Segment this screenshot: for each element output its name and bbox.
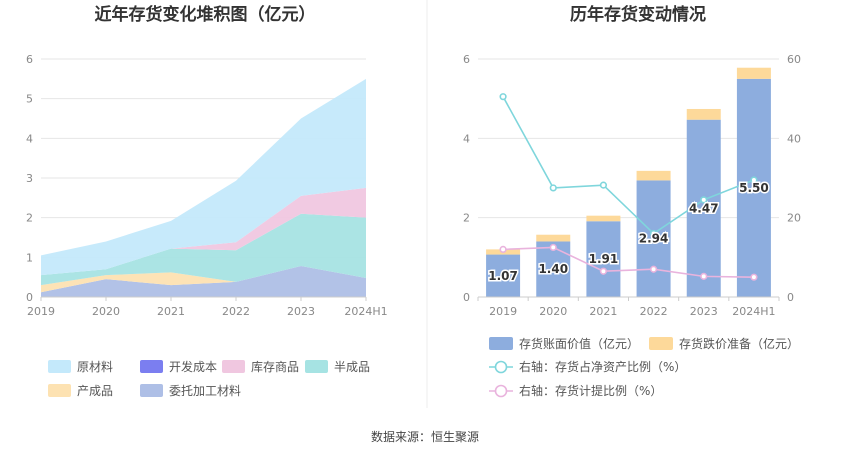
line-point-右轴：存货计提比例（%） [599,267,608,275]
left-legend-swatch [305,360,328,373]
bar-存货账面价值（亿元） [586,221,621,297]
right-x-tick-label: 2019 [489,305,517,318]
right-chart-title: 历年存货变动情况 [570,4,706,25]
area-series-委托加工材料 [41,266,366,297]
right-legend-label: 右轴：存货占净资产比例（%） [519,359,686,374]
right-legend-swatch [649,337,673,350]
line-point-右轴：存货计提比例（%） [700,272,708,280]
left-y-tick-label: 0 [26,291,33,304]
line-point-右轴：存货计提比例（%） [750,273,758,281]
left-y-tick-label: 3 [26,172,33,185]
left-x-tick-label: 2020 [92,305,120,318]
right-legend-label: 存货跌价准备（亿元） [679,336,799,351]
left-legend-swatch [222,360,245,373]
area-series-库存商品 [41,187,366,276]
bar-存货跌价准备（亿元） [586,215,621,222]
line-point-右轴：存货占净资产比例（%） [599,181,608,189]
left-y-tick-label: 1 [26,251,33,264]
right-y-left-tick-label: 0 [463,291,470,304]
left-legend-swatch [48,360,71,373]
area-series-半成品 [41,213,366,286]
right-y-left-tick-label: 6 [463,53,470,66]
line-point-右轴：存货计提比例（%） [499,245,507,253]
right-y-right-tick-label: 20 [787,212,801,225]
line-point-右轴：存货占净资产比例（%） [649,229,658,238]
bar-存货跌价准备（亿元） [536,234,571,242]
line-point-右轴：存货占净资产比例（%） [549,184,557,192]
bar-存货跌价准备（亿元） [736,67,771,79]
bar-value-label: 4.47 [689,201,719,215]
right-legend-label: 右轴：存货计提比例（%） [519,383,662,398]
left-legend-label: 产成品 [77,384,113,398]
bar-value-label: 1.91 [589,252,619,266]
right-legend-swatch [489,337,513,350]
bar-value-label: 1.40 [538,262,568,276]
line-point-右轴：存货占净资产比例（%） [750,176,758,184]
left-x-tick-label: 2023 [287,305,315,318]
bar-存货账面价值（亿元） [636,180,671,297]
right-legend-marker [494,360,508,374]
right-y-right-tick-label: 40 [787,132,801,145]
line-point-右轴：存货计提比例（%） [549,243,557,252]
left-y-tick-label: 4 [26,132,33,145]
left-x-tick-label: 2021 [157,305,185,318]
bar-value-label: 5.50 [739,181,769,195]
left-legend-label: 开发成本 [169,359,217,374]
right-y-right-tick-label: 60 [787,53,801,66]
area-series-产成品 [41,266,366,293]
left-stacked-area-chart: 近年存货变化堆积图（亿元） 0 1 2 3 4 5 6 2019 2020 2021 2022 2023… [26,4,388,398]
right-x-tick-label: 2021 [589,305,617,318]
left-x-tick-label: 2022 [222,305,250,318]
bar-存货账面价值（亿元） [486,254,521,297]
line-point-右轴：存货占净资产比例（%） [499,93,507,101]
left-legend-label: 委托加工材料 [169,384,241,398]
left-legend-label: 半成品 [334,360,370,374]
bar-存货跌价准备（亿元） [636,170,671,181]
right-x-tick-label: 2022 [640,305,668,318]
right-x-tick-label: 2024H1 [732,305,775,318]
line-point-右轴：存货占净资产比例（%） [700,196,708,204]
left-legend-label: 原材料 [77,360,113,374]
left-x-tick-label: 2019 [27,305,55,318]
line-右轴：存货占净资产比例（%） [502,96,755,235]
bar-存货跌价准备（亿元） [686,108,721,120]
left-x-tick-label: 2024H1 [344,305,387,318]
bar-存货账面价值（亿元） [736,78,771,297]
area-series-原材料 [41,78,366,276]
left-y-tick-label: 5 [26,93,33,106]
left-y-tick-label: 2 [26,212,33,225]
left-y-tick-label: 6 [26,53,33,66]
bar-value-label: 2.94 [639,232,669,246]
line-右轴：存货计提比例（%） [503,246,754,278]
right-y-right-tick-label: 0 [787,291,794,304]
left-chart-title: 近年存货变化堆积图（亿元） [95,4,316,25]
footer-source: 数据来源：恒生聚源 [371,429,479,444]
right-x-tick-label: 2020 [539,305,567,318]
right-x-tick-label: 2023 [690,305,718,318]
right-legend-label: 存货账面价值（亿元） [519,336,639,351]
left-legend-swatch [48,384,71,397]
right-y-left-tick-label: 2 [463,212,470,225]
line-point-右轴：存货计提比例（%） [649,265,658,273]
right-legend-marker [494,384,508,398]
bar-value-label: 1.07 [488,269,518,283]
left-legend-label: 库存商品 [251,359,299,374]
left-legend-swatch [140,384,163,397]
right-y-left-tick-label: 4 [463,132,470,145]
left-legend-swatch [140,360,163,373]
